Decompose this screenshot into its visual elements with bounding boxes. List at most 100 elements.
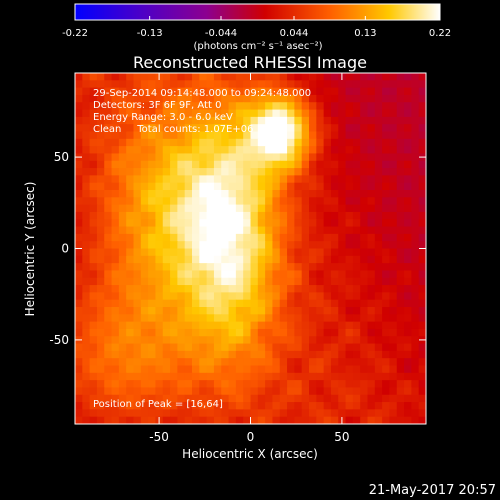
heatmap-cell <box>389 343 398 352</box>
heatmap-cell <box>411 285 420 293</box>
heatmap-cell <box>279 387 288 396</box>
heatmap-cell <box>301 402 310 410</box>
heatmap-cell <box>418 138 426 147</box>
heatmap-cell <box>330 124 339 133</box>
heatmap-cell <box>155 299 164 308</box>
heatmap-cell <box>228 255 237 264</box>
heatmap-cell <box>330 80 339 89</box>
heatmap-cell <box>418 409 426 418</box>
heatmap-cell <box>184 241 193 250</box>
heatmap-cell <box>170 175 178 184</box>
heatmap-cell <box>96 336 105 345</box>
heatmap-cell <box>257 248 266 257</box>
heatmap-cell <box>235 219 244 228</box>
heatmap-cell <box>250 358 259 367</box>
heatmap-cell <box>155 343 164 352</box>
heatmap-cell <box>382 307 391 315</box>
heatmap-cell <box>287 387 295 396</box>
heatmap-cell <box>192 197 200 206</box>
heatmap-cell <box>338 241 347 250</box>
heatmap-cell <box>89 409 98 418</box>
heatmap-cell <box>104 248 113 257</box>
heatmap-cell <box>228 380 237 389</box>
heatmap-cell <box>345 175 354 184</box>
heatmap-cell <box>382 87 391 96</box>
heatmap-cell <box>206 102 215 111</box>
heatmap-cell <box>243 138 252 147</box>
heatmap-cell <box>133 138 142 147</box>
heatmap-cell <box>411 380 420 389</box>
heatmap-cell <box>104 328 113 337</box>
heatmap-cell <box>89 248 98 257</box>
heatmap-cell <box>411 138 420 147</box>
heatmap-cell <box>272 204 281 213</box>
heatmap-cell <box>148 80 157 89</box>
heatmap-cell <box>162 409 171 418</box>
heatmap-cell <box>162 365 171 374</box>
heatmap-cell <box>404 175 412 184</box>
heatmap-cell <box>272 328 281 337</box>
heatmap-cell <box>404 138 412 147</box>
heatmap-cell <box>126 350 135 359</box>
heatmap-cell <box>352 241 361 250</box>
heatmap-cell <box>250 394 259 403</box>
heatmap-cell <box>177 372 186 381</box>
heatmap-cell <box>148 263 157 272</box>
heatmap-cell <box>250 233 259 242</box>
heatmap-cell <box>316 211 325 220</box>
heatmap-cell <box>301 314 310 323</box>
heatmap-cell <box>374 190 383 198</box>
heatmap-cell <box>382 175 391 184</box>
heatmap-cell <box>162 402 171 410</box>
heatmap-cell <box>272 350 281 359</box>
peak-position-label: Position of Peak = [16,64] <box>93 399 223 410</box>
heatmap-cell <box>389 285 398 293</box>
heatmap-cell <box>257 124 266 133</box>
heatmap-cell <box>82 73 91 81</box>
heatmap-cell <box>82 94 91 103</box>
heatmap-cell <box>374 94 383 103</box>
heatmap-cell <box>265 358 274 367</box>
heatmap-cell <box>82 204 91 213</box>
heatmap-cell <box>126 255 135 264</box>
heatmap-cell <box>323 226 332 235</box>
heatmap-cell <box>287 416 295 424</box>
heatmap-cell <box>287 241 295 250</box>
heatmap-cell <box>294 365 303 374</box>
heatmap-cell <box>82 116 91 125</box>
heatmap-cell <box>374 321 383 330</box>
heatmap-cell <box>301 343 310 352</box>
heatmap-cell <box>118 87 127 96</box>
heatmap-cell <box>279 343 288 352</box>
heatmap-cell <box>279 131 288 140</box>
heatmap-cell <box>382 168 391 176</box>
heatmap-cell <box>155 109 164 118</box>
heatmap-cell <box>206 138 215 147</box>
heatmap-cell <box>279 365 288 374</box>
heatmap-cell <box>316 109 325 118</box>
heatmap-cell <box>170 255 178 264</box>
heatmap-cell <box>126 314 135 323</box>
heatmap-cell <box>352 109 361 118</box>
heatmap-cell <box>75 372 83 381</box>
heatmap-cell <box>75 328 83 337</box>
heatmap-cell <box>418 328 426 337</box>
heatmap-cell <box>294 299 303 308</box>
heatmap-cell <box>243 80 252 89</box>
heatmap-cell <box>316 116 325 125</box>
heatmap-cell <box>162 328 171 337</box>
heatmap-cell <box>243 336 252 345</box>
heatmap-cell <box>243 394 252 403</box>
heatmap-cell <box>287 248 295 257</box>
heatmap-cell <box>206 307 215 315</box>
heatmap-cell <box>411 365 420 374</box>
heatmap-cell <box>418 102 426 111</box>
heatmap-cell <box>199 190 208 198</box>
heatmap-cell <box>287 175 295 184</box>
heatmap-cell <box>111 321 120 330</box>
heatmap-cell <box>250 94 259 103</box>
heatmap-cell <box>374 380 383 389</box>
heatmap-cell <box>82 124 91 133</box>
heatmap-cell <box>206 358 215 367</box>
heatmap-cell <box>294 80 303 89</box>
